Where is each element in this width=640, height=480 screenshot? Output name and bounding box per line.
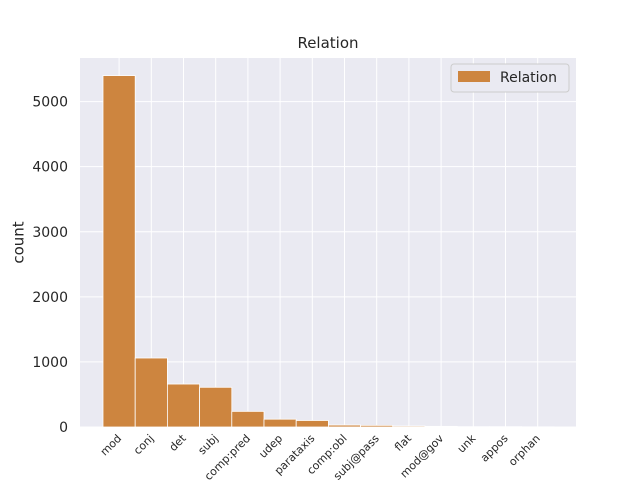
- x-tick-label: conj: [131, 432, 156, 457]
- bar-det: [166, 383, 200, 428]
- grid: [80, 58, 576, 428]
- bar-subj-pass: [360, 424, 394, 428]
- x-tick-label: udep: [256, 432, 285, 461]
- x-tick-label: subj: [196, 432, 221, 457]
- legend-swatch: [458, 71, 490, 82]
- bar-conj: [134, 357, 168, 428]
- y-tick-label: 5000: [32, 95, 68, 111]
- x-tick-label: mod: [98, 432, 124, 458]
- x-tick-label: det: [167, 431, 189, 453]
- y-axis-label: count: [10, 221, 28, 263]
- bar-udep: [263, 418, 297, 428]
- chart-title: Relation: [297, 34, 358, 52]
- bar-subj: [199, 386, 233, 428]
- y-tick-label: 1000: [32, 355, 68, 371]
- bar-comp-obl: [327, 424, 361, 428]
- legend-label: Relation: [500, 70, 557, 86]
- legend: Relation: [450, 63, 570, 93]
- bar-comp-pred: [231, 410, 265, 428]
- y-tick-label: 3000: [32, 225, 68, 241]
- bar-mod: [102, 75, 136, 428]
- y-axis-ticks: 0 1000 2000 3000 4000 5000: [32, 95, 68, 436]
- x-tick-label: orphan: [506, 432, 543, 469]
- y-tick-label: 4000: [32, 160, 68, 176]
- x-tick-label: unk: [455, 431, 479, 455]
- bars: [102, 75, 555, 428]
- x-tick-label: flat: [392, 431, 414, 453]
- y-tick-label: 0: [59, 420, 68, 436]
- y-tick-label: 2000: [32, 290, 68, 306]
- bar-mod-gov: [424, 425, 458, 428]
- bar-flat: [392, 425, 426, 428]
- bar-parataxis: [295, 420, 329, 428]
